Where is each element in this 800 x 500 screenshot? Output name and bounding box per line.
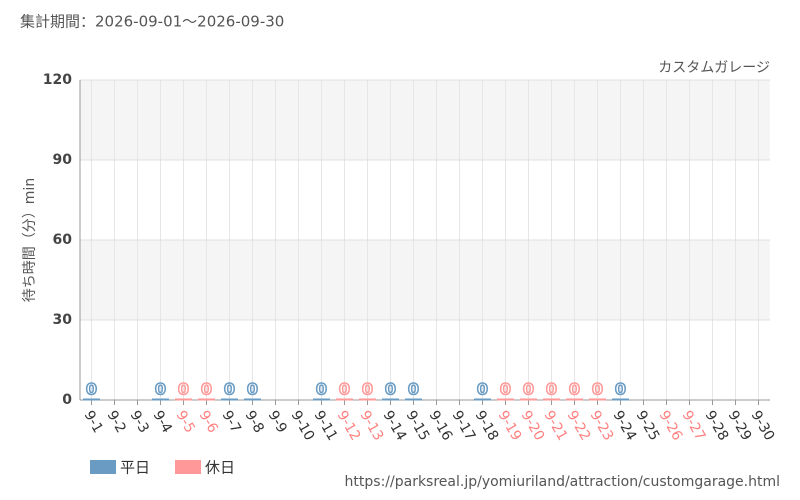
bar <box>520 398 537 401</box>
source-url: https://parksreal.jp/yomiuriland/attract… <box>345 474 780 490</box>
x-tick-label: 9-6 <box>196 408 221 436</box>
value-label: 0 <box>546 380 557 399</box>
value-label: 0 <box>362 380 373 399</box>
value-label: 0 <box>477 380 488 399</box>
x-tick-label: 9-29 <box>725 408 755 444</box>
x-tick-label: 9-30 <box>748 408 778 444</box>
x-tick-label: 9-14 <box>380 408 410 444</box>
x-tick-label: 9-12 <box>334 408 364 444</box>
x-tick-label: 9-23 <box>587 408 617 444</box>
y-tick-label: 120 <box>43 72 72 88</box>
x-tick-label: 9-3 <box>127 408 152 436</box>
bar <box>221 398 238 401</box>
bar <box>405 398 422 401</box>
x-tick-label: 9-25 <box>633 408 663 444</box>
annotation: カスタムガレージ <box>658 60 770 76</box>
bar <box>497 398 514 401</box>
value-label: 0 <box>201 380 212 399</box>
x-tick-label: 9-5 <box>173 408 198 436</box>
value-label: 0 <box>86 380 97 399</box>
legend-label: 休日 <box>205 459 235 477</box>
legend-label: 平日 <box>120 459 150 477</box>
bar <box>175 398 192 401</box>
bar <box>589 398 606 401</box>
x-tick-label: 9-28 <box>702 408 732 444</box>
x-tick-label: 9-20 <box>518 408 548 444</box>
y-axis-label: 待ち時間（分）min <box>22 178 38 302</box>
bar <box>152 398 169 401</box>
bar <box>83 398 100 401</box>
bar <box>543 398 560 401</box>
x-tick-label: 9-1 <box>81 408 106 436</box>
x-tick-label: 9-8 <box>242 408 267 436</box>
x-tick-label: 9-11 <box>311 408 341 444</box>
bar <box>474 398 491 401</box>
x-tick-label: 9-26 <box>656 408 686 444</box>
x-tick-label: 9-2 <box>104 408 129 436</box>
y-tick-label: 90 <box>53 152 73 168</box>
value-label: 0 <box>178 380 189 399</box>
grid-band <box>80 240 770 320</box>
x-tick-label: 9-7 <box>219 408 244 436</box>
y-tick-label: 60 <box>53 232 73 248</box>
value-label: 0 <box>385 380 396 399</box>
value-label: 0 <box>592 380 603 399</box>
x-tick-label: 9-10 <box>288 408 318 444</box>
x-tick-label: 9-22 <box>564 408 594 444</box>
value-label: 0 <box>316 380 327 399</box>
x-tick-label: 9-21 <box>541 408 571 444</box>
value-label: 0 <box>569 380 580 399</box>
bar <box>336 398 353 401</box>
x-tick-label: 9-19 <box>495 408 525 444</box>
bar <box>313 398 330 401</box>
x-tick-label: 9-17 <box>449 408 479 444</box>
legend-swatch <box>90 460 116 474</box>
y-tick-label: 30 <box>53 312 73 328</box>
x-tick-label: 9-27 <box>679 408 709 444</box>
x-tick-label: 9-24 <box>610 408 640 444</box>
x-tick-label: 9-4 <box>150 408 175 436</box>
y-tick-label: 0 <box>62 392 72 408</box>
legend-swatch <box>175 460 201 474</box>
value-label: 0 <box>155 380 166 399</box>
x-tick-label: 9-13 <box>357 408 387 444</box>
chart-title: 集計期間：2026-09-01～2026-09-30 <box>20 13 284 31</box>
bar <box>612 398 629 401</box>
bar <box>359 398 376 401</box>
x-tick-label: 9-18 <box>472 408 502 444</box>
x-tick-label: 9-9 <box>265 408 290 436</box>
value-label: 0 <box>224 380 235 399</box>
value-label: 0 <box>523 380 534 399</box>
bar <box>382 398 399 401</box>
bar <box>244 398 261 401</box>
value-label: 0 <box>500 380 511 399</box>
value-label: 0 <box>339 380 350 399</box>
value-label: 0 <box>247 380 258 399</box>
bar <box>198 398 215 401</box>
grid-band <box>80 80 770 160</box>
value-label: 0 <box>615 380 626 399</box>
bar <box>566 398 583 401</box>
x-tick-label: 9-15 <box>403 408 433 444</box>
x-tick-label: 9-16 <box>426 408 456 444</box>
value-label: 0 <box>408 380 419 399</box>
